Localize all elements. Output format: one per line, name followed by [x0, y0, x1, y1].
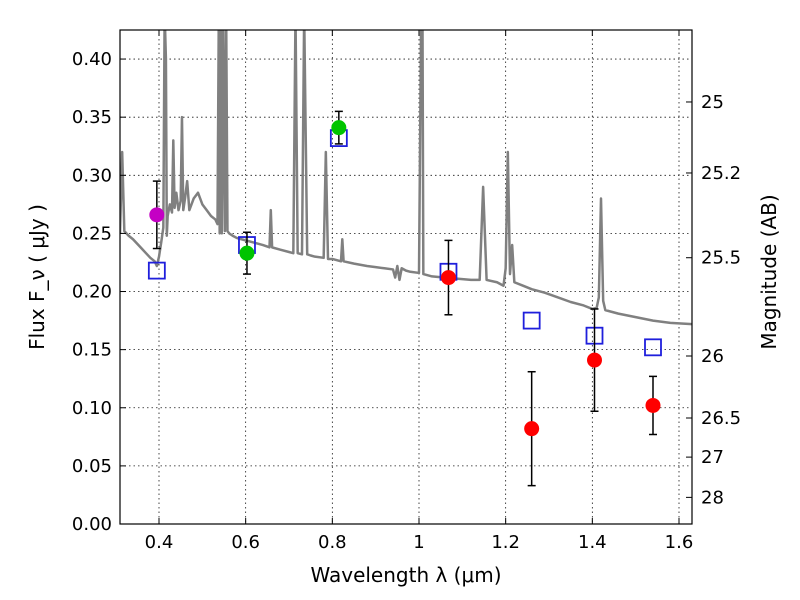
- x-tick-label: 0.8: [318, 532, 347, 553]
- observation-point: [440, 270, 456, 286]
- observation-point: [239, 245, 255, 261]
- y-tick-label: 0.10: [72, 398, 112, 419]
- right-tick-label: 25.5: [701, 248, 741, 269]
- right-tick-label: 28: [701, 487, 724, 508]
- y-axis-right-label: Magnitude (AB): [757, 194, 781, 349]
- right-tick-label: 25: [701, 92, 724, 113]
- observation-point: [587, 352, 602, 368]
- y-tick-label: 0.25: [72, 223, 112, 244]
- model-spectrum: [120, 30, 692, 326]
- x-tick-label: 0.4: [145, 532, 174, 553]
- x-tick-label: 1.6: [665, 532, 694, 553]
- x-tick-label: 1.2: [491, 532, 520, 553]
- observation-point: [645, 397, 661, 413]
- observation-point: [149, 207, 165, 223]
- spectrum-line: [120, 30, 692, 326]
- y-tick-label: 0.05: [72, 456, 112, 477]
- right-tick-label: 26: [701, 346, 724, 367]
- observation-point: [524, 421, 540, 437]
- y-tick-label: 0.30: [72, 165, 112, 186]
- y-tick-label: 0.15: [72, 340, 112, 361]
- y-tick-label: 0.20: [72, 282, 112, 303]
- x-tick-label: 0.6: [231, 532, 260, 553]
- y-tick-label: 0.00: [72, 514, 112, 535]
- right-tick-label: 25.2: [701, 163, 741, 184]
- model-photometry-square: [147, 261, 166, 280]
- observations: [149, 110, 661, 487]
- x-axis-label: Wavelength λ (μm): [310, 563, 501, 587]
- right-tick-label: 27: [701, 447, 724, 468]
- model-photometry-square: [522, 311, 541, 330]
- x-tick-label: 1.4: [578, 532, 607, 553]
- right-tick-label: 26.5: [701, 408, 741, 429]
- grid: [120, 30, 692, 525]
- x-tick-label: 1: [413, 532, 424, 553]
- model-photometry-square: [644, 338, 662, 357]
- axes-ticks: 0.4 0.6 0.8 1 1.2 1.4 1.6 0.00 0.05 0.10 0.15 0.20 0…: [72, 30, 741, 553]
- y-axis-label: Flux F_ν ( μJy ): [25, 204, 49, 350]
- plot-frame: [119, 29, 693, 525]
- observation-point: [331, 120, 347, 136]
- y-tick-label: 0.35: [72, 107, 112, 128]
- y-tick-label: 0.40: [72, 49, 112, 70]
